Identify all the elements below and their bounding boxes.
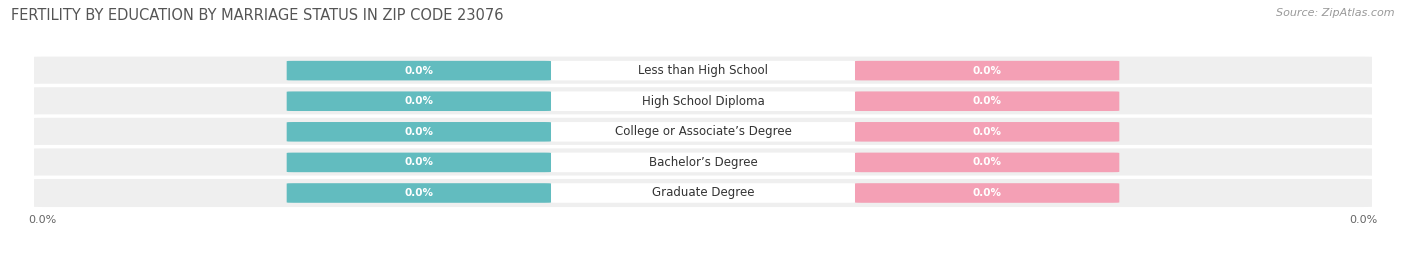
FancyBboxPatch shape <box>32 177 1374 209</box>
Text: 0.0%: 0.0% <box>405 96 433 106</box>
FancyBboxPatch shape <box>32 55 1374 86</box>
FancyBboxPatch shape <box>32 116 1374 148</box>
Text: 0.0%: 0.0% <box>973 127 1001 137</box>
Text: 0.0%: 0.0% <box>973 188 1001 198</box>
FancyBboxPatch shape <box>855 122 1119 141</box>
Text: Source: ZipAtlas.com: Source: ZipAtlas.com <box>1277 8 1395 18</box>
FancyBboxPatch shape <box>551 122 855 141</box>
Text: Bachelor’s Degree: Bachelor’s Degree <box>648 156 758 169</box>
Text: College or Associate’s Degree: College or Associate’s Degree <box>614 125 792 138</box>
Text: FERTILITY BY EDUCATION BY MARRIAGE STATUS IN ZIP CODE 23076: FERTILITY BY EDUCATION BY MARRIAGE STATU… <box>11 8 503 23</box>
FancyBboxPatch shape <box>551 153 855 172</box>
FancyBboxPatch shape <box>287 183 551 203</box>
Text: Graduate Degree: Graduate Degree <box>652 186 754 200</box>
Text: Less than High School: Less than High School <box>638 64 768 77</box>
FancyBboxPatch shape <box>287 91 551 111</box>
Text: 0.0%: 0.0% <box>405 157 433 167</box>
FancyBboxPatch shape <box>855 153 1119 172</box>
FancyBboxPatch shape <box>287 153 551 172</box>
FancyBboxPatch shape <box>32 147 1374 178</box>
Text: High School Diploma: High School Diploma <box>641 95 765 108</box>
FancyBboxPatch shape <box>855 91 1119 111</box>
Text: 0.0%: 0.0% <box>405 66 433 76</box>
Text: 0.0%: 0.0% <box>973 96 1001 106</box>
Text: 0.0%: 0.0% <box>973 66 1001 76</box>
FancyBboxPatch shape <box>551 91 855 111</box>
FancyBboxPatch shape <box>855 61 1119 80</box>
FancyBboxPatch shape <box>32 86 1374 117</box>
FancyBboxPatch shape <box>287 61 551 80</box>
FancyBboxPatch shape <box>551 183 855 203</box>
Text: 0.0%: 0.0% <box>405 127 433 137</box>
FancyBboxPatch shape <box>855 183 1119 203</box>
FancyBboxPatch shape <box>551 61 855 80</box>
Text: 0.0%: 0.0% <box>405 188 433 198</box>
Text: 0.0%: 0.0% <box>973 157 1001 167</box>
FancyBboxPatch shape <box>287 122 551 141</box>
